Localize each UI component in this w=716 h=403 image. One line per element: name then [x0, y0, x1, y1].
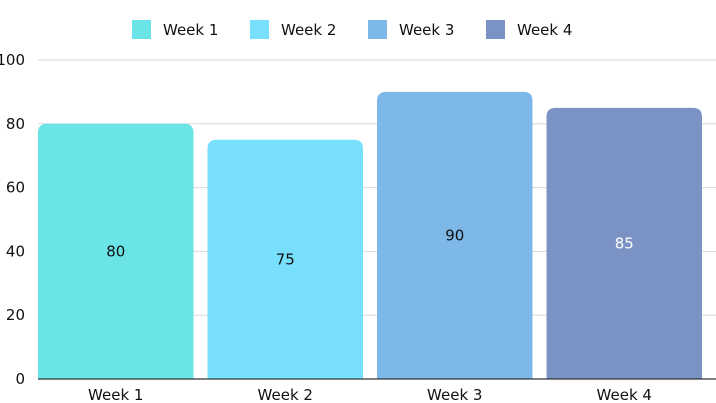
- y-tick-label-60: 60: [6, 179, 25, 197]
- y-tick-label-40: 40: [6, 242, 25, 260]
- legend-swatch: [250, 20, 269, 39]
- legend-item-week-3[interactable]: Week 3: [368, 20, 454, 39]
- legend-item-week-1[interactable]: Week 1: [132, 20, 218, 39]
- y-tick-label-0: 0: [15, 370, 25, 388]
- x-tick-label-week-1: Week 1: [88, 386, 143, 403]
- legend-item-week-4[interactable]: Week 4: [486, 20, 572, 39]
- legend-label: Week 2: [281, 21, 336, 39]
- data-label-week-2: 75: [276, 250, 295, 268]
- x-tick-label-week-3: Week 3: [427, 386, 482, 403]
- legend-label: Week 4: [517, 21, 572, 39]
- bar-week-1: [38, 123, 194, 379]
- data-label-week-3: 90: [445, 226, 464, 244]
- bar-week-3: [377, 91, 533, 380]
- bar-week-2: [207, 139, 363, 379]
- y-tick-label-20: 20: [6, 306, 25, 324]
- x-tick-label-week-2: Week 2: [258, 386, 313, 403]
- label-layer: 80 75 90 85: [106, 226, 634, 268]
- y-tick-label-100: 100: [0, 51, 25, 69]
- x-tick-label-week-4: Week 4: [597, 386, 652, 403]
- legend-item-week-2[interactable]: Week 2: [250, 20, 336, 39]
- legend-label: Week 1: [163, 21, 218, 39]
- bar-layer: [38, 91, 702, 380]
- data-label-week-1: 80: [106, 242, 125, 260]
- axis-layer: 0 20 40 60 80 100 Week 1 Week 2 Week 3 Week 4: [0, 51, 716, 403]
- legend-swatch: [486, 20, 505, 39]
- legend-label: Week 3: [399, 21, 454, 39]
- y-tick-label-80: 80: [6, 115, 25, 133]
- data-label-week-4: 85: [615, 234, 634, 252]
- legend: Week 1 Week 2 Week 3 Week 4: [132, 20, 572, 39]
- bar-week-4: [546, 107, 702, 379]
- legend-swatch: [368, 20, 387, 39]
- legend-swatch: [132, 20, 151, 39]
